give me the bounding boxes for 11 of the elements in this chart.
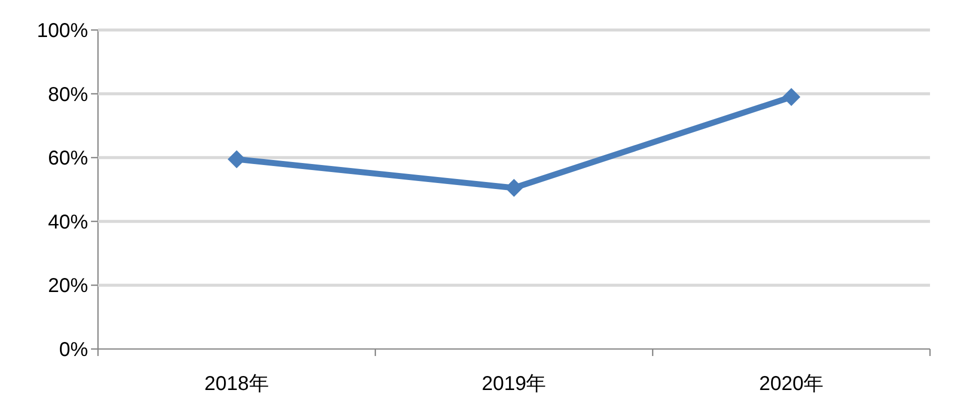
x-tick-label: 2020年 — [759, 373, 824, 395]
x-tick-label: 2018年 — [204, 373, 269, 395]
y-tick-label: 60% — [48, 148, 88, 170]
x-tick-label: 2019年 — [482, 373, 546, 395]
y-tick-label: 0% — [59, 339, 88, 361]
point — [505, 178, 523, 197]
y-tick-label: 80% — [48, 84, 88, 106]
y-tick-label: 20% — [48, 275, 88, 298]
y-tick-label: 40% — [48, 211, 88, 234]
y-tick-label: 100% — [36, 20, 88, 42]
point — [782, 88, 800, 106]
